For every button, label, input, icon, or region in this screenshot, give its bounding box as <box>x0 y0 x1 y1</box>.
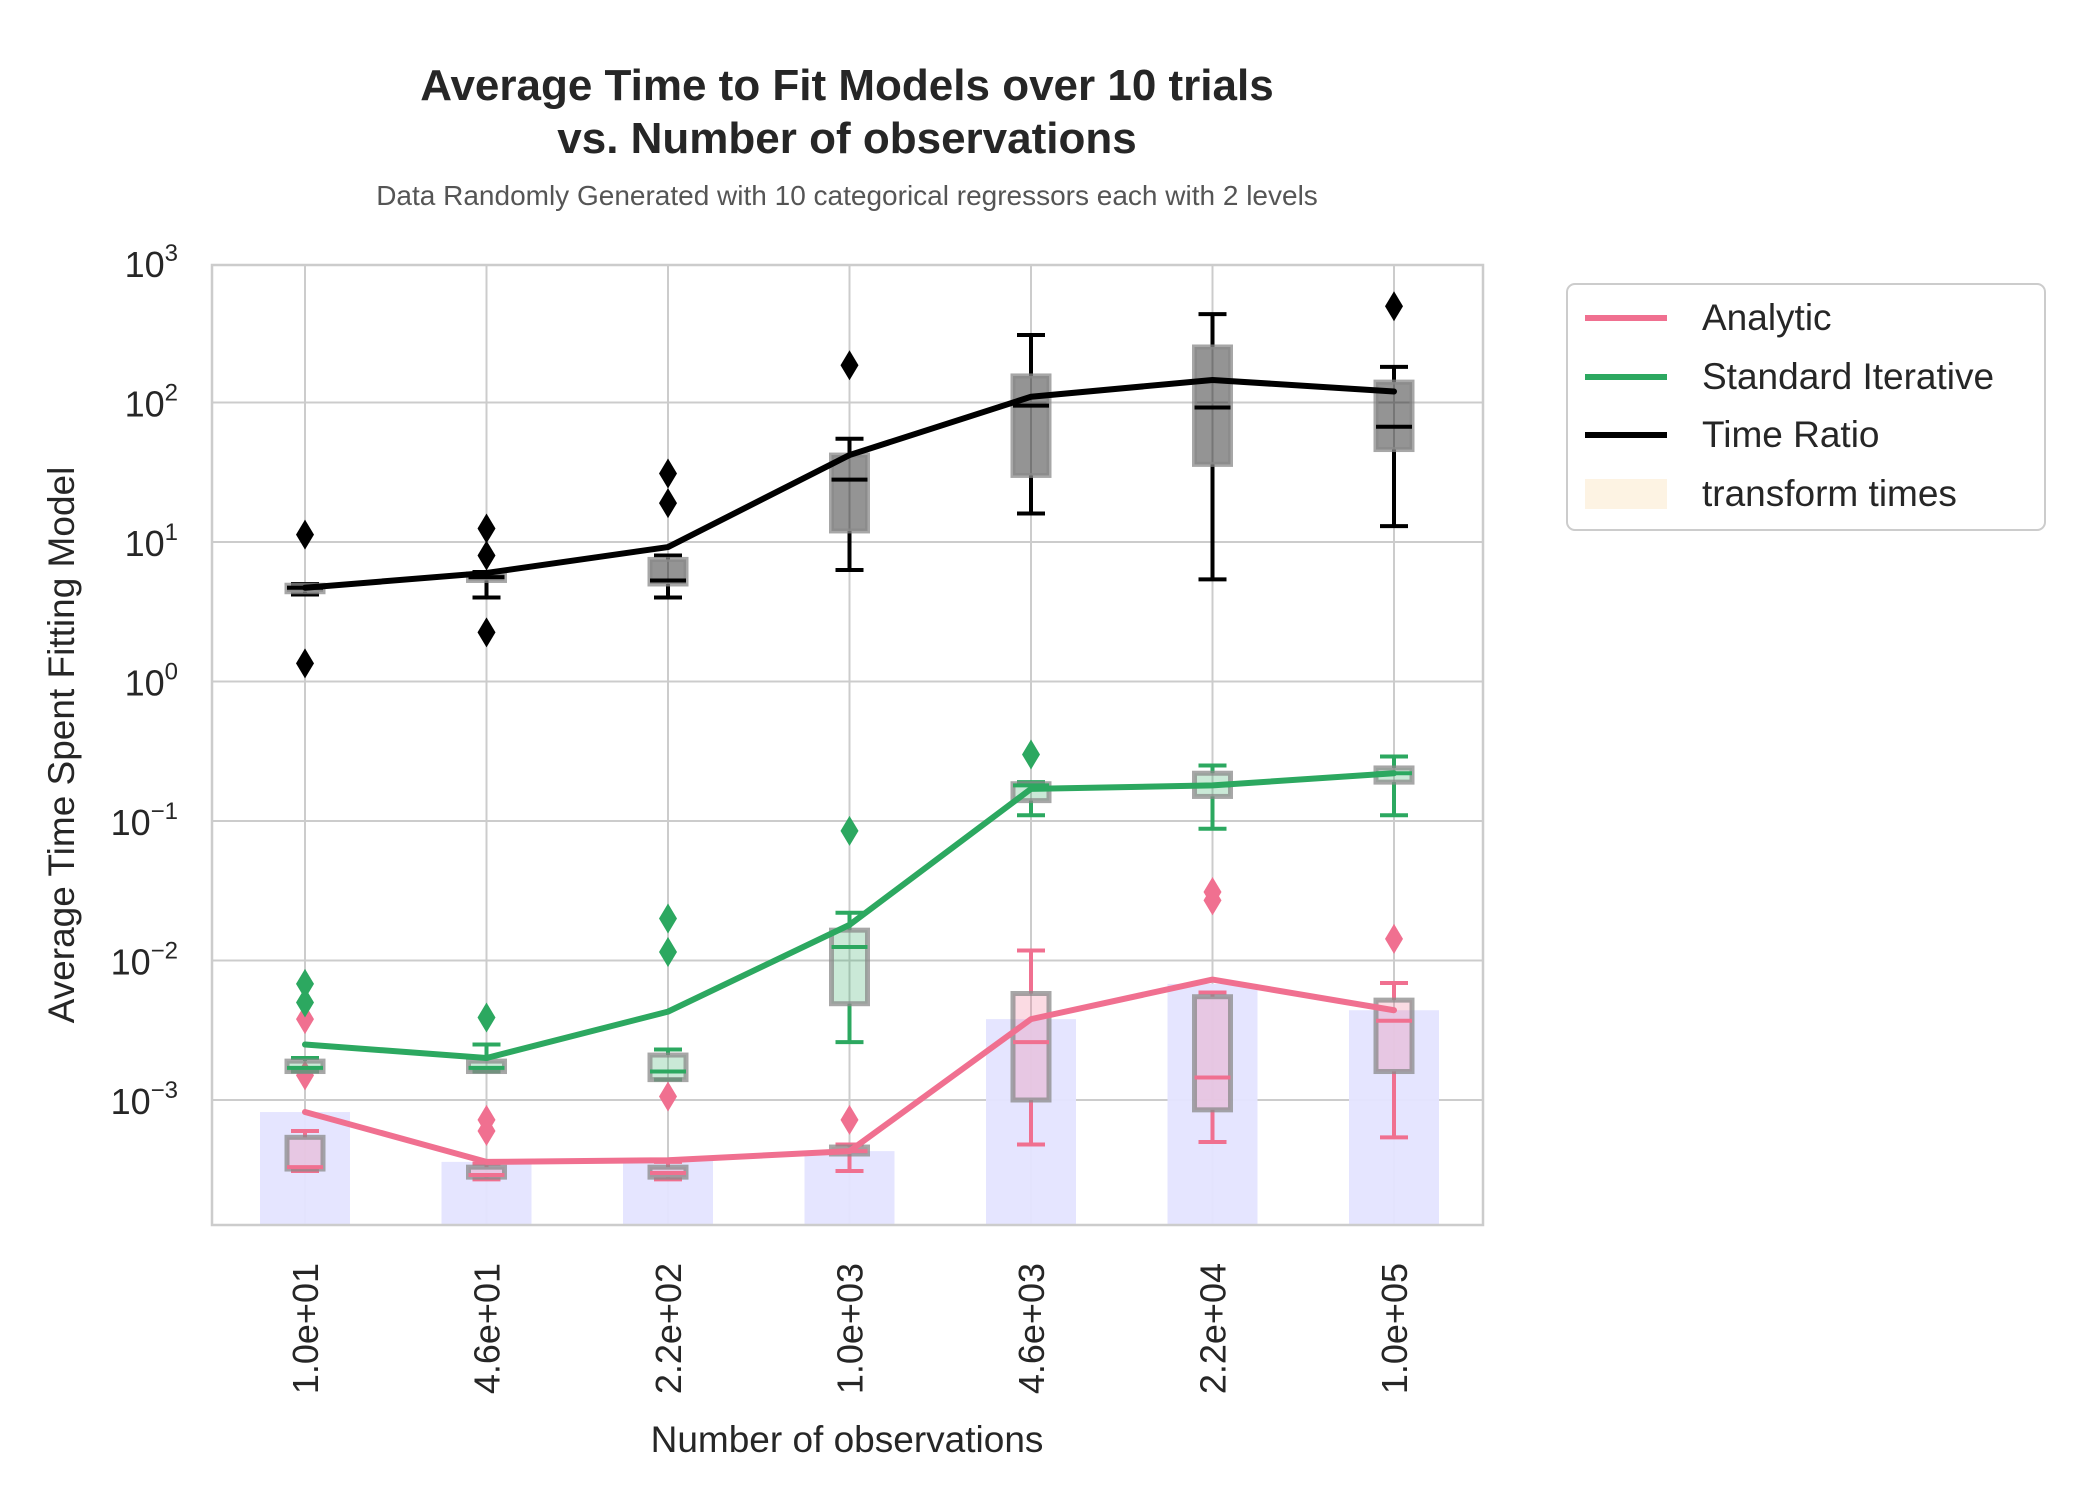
outlier-marker <box>659 1081 677 1112</box>
box-plot-standard-iterative <box>284 968 326 1075</box>
outlier-marker <box>296 1004 314 1035</box>
outlier-marker <box>1385 291 1403 322</box>
chart-title-line-2: vs. Number of observations <box>557 114 1136 163</box>
legend-analytic-label: Analytic <box>1702 297 1832 338</box>
x-tick-label: 4.6e+01 <box>467 1263 508 1394</box>
outlier-marker <box>1203 876 1222 907</box>
legend-frame <box>1566 283 2046 531</box>
box-plot-analytic <box>466 1104 507 1182</box>
outlier-marker <box>296 648 314 679</box>
y-tick-label: 100 <box>125 659 178 704</box>
chart-title-line-1: Average Time to Fit Models over 10 trial… <box>420 61 1273 110</box>
y-tick-labels: 10−3 10−2 10−1 100 101 102 103 <box>111 240 178 1122</box>
series-line-time-ratio <box>302 376 1397 591</box>
legend-transform-times-label: transform times <box>1702 473 1957 514</box>
box-plot-analytic <box>1373 923 1415 1140</box>
y-tick-label: 10−3 <box>111 1077 178 1122</box>
mean-lines <box>302 376 1397 1165</box>
box <box>1010 991 1052 1103</box>
outlier-marker <box>296 987 314 1018</box>
box <box>829 452 870 534</box>
x-tick-label: 2.2e+02 <box>648 1263 689 1394</box>
box <box>466 1164 507 1180</box>
y-tick-label: 102 <box>125 380 178 425</box>
transform-time-bar <box>441 1161 532 1225</box>
box-plot-analytic <box>1192 876 1233 1144</box>
outlier-marker <box>659 488 677 519</box>
outlier-marker <box>477 1104 496 1135</box>
legend-transform-times-swatch <box>1585 479 1667 509</box>
x-tick-label: 2.2e+04 <box>1193 1263 1234 1394</box>
outlier-marker <box>477 513 496 544</box>
transform-time-bar <box>1167 983 1258 1225</box>
outlier-marker <box>840 350 859 381</box>
outlier-marker <box>659 458 677 489</box>
box-plot-standard-iterative <box>829 815 870 1045</box>
y-tick-label: 103 <box>125 240 178 285</box>
legend: Analytic Standard Iterative Time Ratio t… <box>1566 283 2046 531</box>
box <box>829 927 870 1007</box>
outlier-marker <box>840 815 859 846</box>
y-tick-label: 10−2 <box>111 938 178 983</box>
x-tick-label: 1.0e+03 <box>830 1263 871 1394</box>
box-plot-standard-iterative <box>1192 763 1233 831</box>
outlier-marker <box>1022 739 1040 770</box>
chart-subtitle: Data Randomly Generated with 10 categori… <box>376 180 1318 211</box>
box-plot-time-ratio <box>647 458 689 600</box>
transform-bars <box>260 983 1439 1225</box>
box-plot-analytic <box>1010 948 1052 1147</box>
grid-layer <box>212 265 1483 1225</box>
box-plot-analytic <box>647 1081 689 1182</box>
x-tick-label: 1.0e+05 <box>1374 1263 1415 1394</box>
y-tick-label: 101 <box>125 519 178 564</box>
x-tick-label: 4.6e+03 <box>1011 1263 1052 1394</box>
box <box>284 1134 326 1172</box>
outlier-marker <box>296 519 314 550</box>
box <box>1010 373 1052 478</box>
box-plot-time-ratio <box>466 513 507 648</box>
series-line-analytic <box>302 976 1397 1165</box>
x-tick-label: 1.0e+01 <box>285 1263 326 1394</box>
box <box>647 1052 689 1083</box>
plot-frame <box>210 263 1485 1227</box>
box <box>1192 994 1233 1113</box>
outlier-marker <box>477 617 496 648</box>
outlier-marker <box>1385 923 1403 954</box>
box <box>1373 997 1415 1075</box>
series-line-standard-iterative <box>302 770 1397 1062</box>
box-plot-standard-iterative <box>466 1002 507 1075</box>
outlier-marker <box>296 968 314 999</box>
outlier-marker <box>659 937 677 968</box>
box-plot-time-ratio <box>1010 332 1052 516</box>
box-plot-analytic <box>284 1004 326 1173</box>
box-plot-time-ratio <box>1192 312 1233 582</box>
outlier-marker <box>477 540 496 571</box>
x-axis-label: Number of observations <box>651 1419 1044 1460</box>
y-axis-label: Average Time Spent Fitting Model <box>41 467 82 1024</box>
box-plot-standard-iterative <box>647 903 689 1083</box>
outlier-marker <box>659 903 677 934</box>
outlier-marker <box>477 1002 496 1033</box>
box-plots <box>284 291 1415 1182</box>
outlier-marker <box>840 1104 859 1135</box>
x-tick-labels: 1.0e+01 4.6e+01 2.2e+02 1.0e+03 4.6e+03 2.2e+… <box>285 1263 1415 1394</box>
box-plot-standard-iterative <box>1373 754 1415 818</box>
y-tick-label: 10−1 <box>111 798 178 843</box>
legend-time-ratio-label: Time Ratio <box>1702 414 1880 455</box>
legend-standard-iterative-label: Standard Iterative <box>1702 356 1994 397</box>
